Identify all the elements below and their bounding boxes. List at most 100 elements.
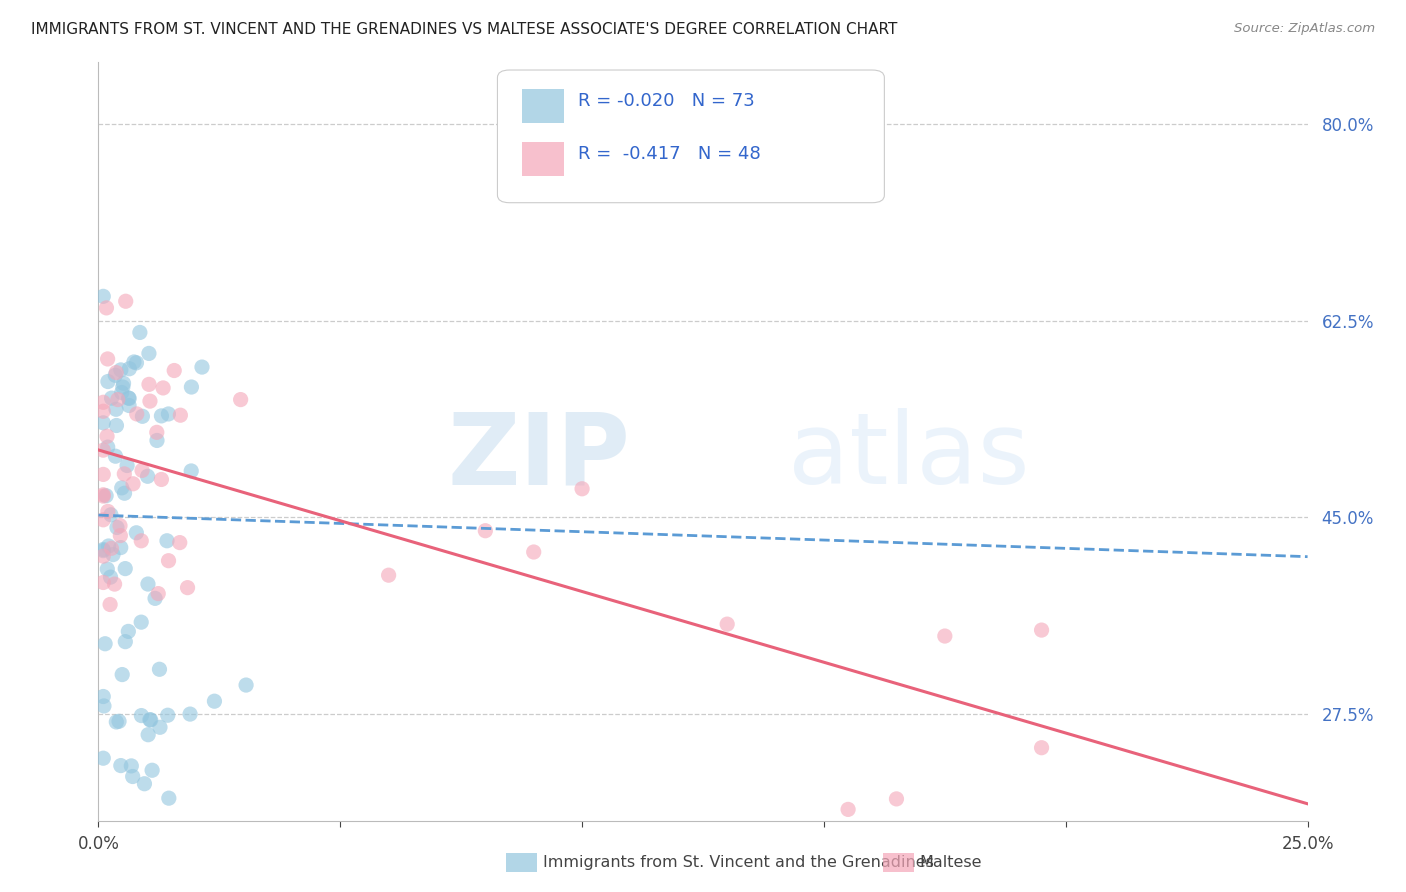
Point [103, 577, 125, 591]
Point [91, 488, 114, 502]
Point [180, 380, 202, 394]
Point [105, 366, 128, 380]
Point [105, 402, 128, 417]
Point [93, 698, 115, 713]
Point [139, 713, 162, 727]
Point [157, 791, 180, 805]
Point [114, 634, 136, 648]
Point [91, 543, 114, 558]
Point [114, 561, 136, 575]
Point [125, 356, 148, 370]
Point [191, 360, 214, 375]
Point [97, 351, 120, 366]
Point [96, 429, 118, 443]
Point [157, 554, 180, 568]
Point [114, 486, 136, 500]
Point [1031, 740, 1053, 755]
Point [108, 714, 131, 729]
Point [837, 802, 859, 816]
Point [148, 586, 170, 600]
Point [125, 407, 148, 421]
Point [139, 713, 162, 727]
Point [152, 381, 174, 395]
Point [169, 408, 191, 422]
Point [122, 476, 145, 491]
Point [156, 708, 179, 723]
Point [146, 425, 169, 440]
Point [131, 708, 153, 723]
Point [141, 764, 163, 778]
Point [125, 525, 148, 540]
Point [110, 528, 132, 542]
Point [114, 294, 136, 309]
Point [138, 346, 160, 360]
FancyBboxPatch shape [522, 142, 564, 177]
Point [91, 443, 114, 458]
Point [121, 770, 143, 784]
Point [111, 380, 134, 394]
Point [204, 694, 226, 708]
Point [112, 376, 135, 391]
Point [94, 489, 117, 503]
Point [91, 289, 114, 303]
Point [474, 524, 496, 538]
Point [111, 481, 134, 495]
Point [91, 395, 114, 409]
Text: Source: ZipAtlas.com: Source: ZipAtlas.com [1234, 22, 1375, 36]
Point [156, 533, 179, 548]
Point [129, 615, 152, 629]
Point [100, 391, 122, 405]
Point [105, 714, 128, 729]
Point [98, 598, 121, 612]
Point [108, 518, 131, 533]
Point [157, 407, 180, 421]
Point [118, 399, 141, 413]
Text: Immigrants from St. Vincent and the Grenadines: Immigrants from St. Vincent and the Gren… [543, 855, 934, 870]
Point [115, 458, 138, 473]
Point [107, 392, 129, 407]
Point [100, 570, 122, 584]
Point [91, 542, 114, 557]
Point [122, 355, 145, 369]
Point [128, 326, 150, 340]
Point [112, 467, 135, 481]
Point [105, 520, 128, 534]
Point [100, 541, 122, 556]
Point [163, 363, 186, 377]
Point [150, 409, 173, 423]
Point [136, 469, 159, 483]
Point [139, 394, 162, 409]
Point [97, 504, 120, 518]
Point [146, 434, 169, 448]
Point [100, 508, 122, 522]
Text: R =  -0.417   N = 48: R = -0.417 N = 48 [578, 145, 761, 162]
Point [143, 591, 166, 606]
Point [179, 707, 201, 722]
Text: ZIP: ZIP [447, 409, 630, 505]
FancyBboxPatch shape [522, 89, 564, 123]
Point [136, 728, 159, 742]
Point [131, 409, 153, 424]
Point [571, 482, 593, 496]
Point [150, 473, 173, 487]
Point [111, 385, 134, 400]
Point [101, 548, 124, 562]
Point [91, 416, 114, 430]
Point [136, 577, 159, 591]
Point [118, 392, 141, 406]
Point [105, 418, 128, 433]
Point [523, 545, 546, 559]
Point [235, 678, 257, 692]
Point [94, 637, 117, 651]
Text: R = -0.020   N = 73: R = -0.020 N = 73 [578, 92, 755, 110]
Y-axis label: Associate's Degree: Associate's Degree [0, 362, 8, 521]
FancyBboxPatch shape [498, 70, 884, 202]
Point [120, 759, 142, 773]
Text: IMMIGRANTS FROM ST. VINCENT AND THE GRENADINES VS MALTESE ASSOCIATE'S DEGREE COR: IMMIGRANTS FROM ST. VINCENT AND THE GREN… [31, 22, 897, 37]
Point [934, 629, 956, 643]
Point [97, 440, 120, 454]
Point [91, 575, 114, 590]
Point [1031, 623, 1053, 637]
Point [91, 751, 114, 765]
Point [97, 375, 120, 389]
